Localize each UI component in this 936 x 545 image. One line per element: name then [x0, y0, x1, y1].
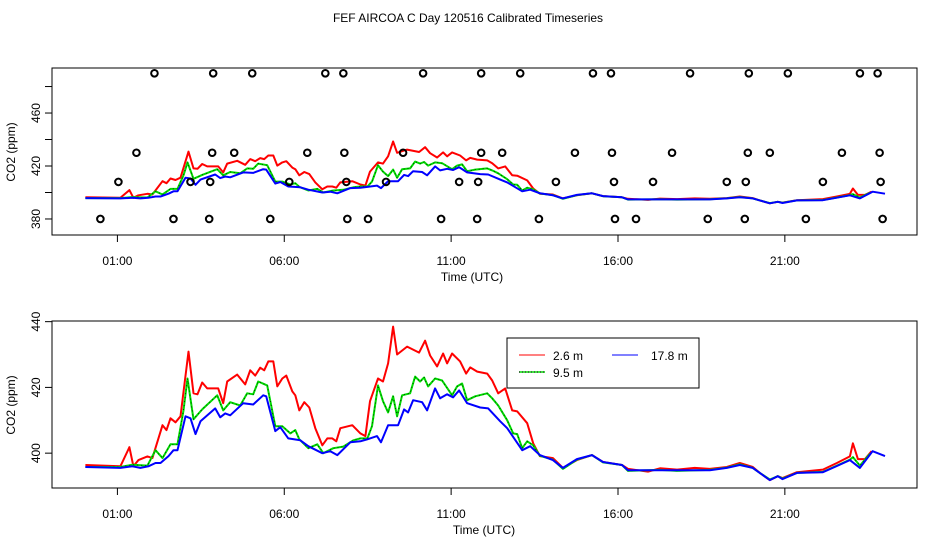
legend-label-17-8m: 17.8 m: [651, 349, 688, 363]
top-y-axis-label: CO2 (ppm): [4, 122, 18, 181]
bottom-panel: Time (UTC) CO2 (ppm) 01:00 06:00 11:00 16:0…: [4, 311, 918, 537]
flag-marker: [205, 177, 215, 187]
chart-title: FEF AIRCOA C Day 120516 Calibrated Times…: [333, 11, 603, 25]
flag-marker: [207, 148, 217, 158]
x-tick-label: 11:00: [437, 507, 466, 521]
flag-marker: [551, 177, 561, 187]
x-tick-label: 16:00: [603, 507, 633, 521]
flag-marker: [741, 177, 751, 187]
flag-marker: [454, 177, 464, 187]
series-line-2-6-m: [85, 325, 873, 482]
flag-marker: [204, 214, 214, 224]
flag-marker: [588, 68, 598, 78]
flag-marker: [247, 68, 257, 78]
flag-marker: [667, 148, 677, 158]
flag-marker: [150, 68, 159, 78]
top-panel: Time (UTC) CO2 (ppm) 01:00 06:00 11:00 16:0…: [4, 67, 918, 284]
flag-marker: [703, 214, 713, 224]
flag-marker: [743, 148, 753, 158]
y-tick-label: 380: [29, 209, 43, 229]
y-tick-label: 400: [29, 443, 43, 463]
flag-marker: [476, 68, 486, 78]
flag-marker: [284, 177, 294, 187]
flag-marker: [302, 148, 312, 158]
flag-marker: [186, 177, 195, 187]
x-tick-label: 21:00: [770, 507, 800, 521]
flag-marker: [497, 148, 507, 158]
flag-marker: [570, 148, 580, 158]
x-tick-label: 21:00: [770, 254, 800, 268]
flag-marker: [609, 177, 619, 187]
flag-marker: [472, 214, 482, 224]
series-line-9-5-m: [85, 160, 871, 205]
flag-marker: [96, 214, 105, 224]
flag-marker: [132, 148, 141, 158]
flag-marker: [363, 214, 373, 224]
flag-marker: [648, 177, 658, 187]
bottom-x-axis-label: Time (UTC): [453, 523, 515, 537]
y-tick-label: 440: [29, 311, 43, 331]
flag-marker: [783, 68, 793, 78]
series-line-dots-9-5m: [85, 375, 871, 480]
legend: 2.6 m 9.5 m 17.8 m: [506, 337, 700, 389]
series-line-dots-9-5m: [85, 161, 871, 204]
y-tick-label: 460: [29, 103, 43, 123]
y-tick-label: 420: [29, 377, 43, 397]
flag-marker: [265, 214, 275, 224]
flag-marker: [534, 214, 544, 224]
flag-marker: [321, 68, 330, 78]
flag-marker: [878, 214, 887, 224]
flag-marker: [818, 177, 828, 187]
flag-marker: [722, 177, 732, 187]
flag-marker: [685, 68, 695, 78]
flag-marker: [340, 148, 349, 158]
flag-marker: [342, 177, 351, 187]
flag-marker: [606, 68, 616, 78]
series-group: [85, 325, 886, 482]
x-tick-label: 11:00: [437, 254, 466, 268]
flag-marker: [744, 68, 754, 78]
flag-marker: [476, 148, 486, 158]
flag-marker: [473, 177, 483, 187]
y-tick-label: 420: [29, 156, 43, 176]
flag-marker: [610, 214, 620, 224]
x-tick-label: 06:00: [269, 254, 299, 268]
x-tick-label: 01:00: [102, 507, 132, 521]
flag-marker: [418, 68, 428, 78]
flag-marker: [855, 68, 865, 78]
plot-frame: [51, 67, 918, 236]
x-tick-label: 01:00: [102, 254, 132, 268]
legend-label-2-6m: 2.6 m: [553, 349, 583, 363]
series-line-9-5-m: [85, 375, 871, 481]
flag-marker: [436, 214, 446, 224]
flag-marker: [515, 68, 525, 78]
flag-marker: [343, 214, 352, 224]
flag-marker: [398, 148, 408, 158]
flag-marker: [837, 148, 847, 158]
x-tick-label: 06:00: [269, 507, 299, 521]
flag-marker: [875, 148, 884, 158]
series-line-17-8-m: [85, 387, 886, 482]
flag-marker: [873, 68, 882, 78]
top-x-axis-label: Time (UTC): [441, 270, 503, 284]
flag-marker: [381, 177, 391, 187]
flag-marker: [607, 148, 617, 158]
plot-frame: [51, 320, 918, 489]
flag-marker: [765, 148, 775, 158]
flag-marker: [801, 214, 811, 224]
flag-marker: [339, 68, 348, 78]
flag-marker: [876, 177, 885, 187]
flag-marker: [631, 214, 641, 224]
series-line-17-8-m: [85, 165, 886, 205]
flag-marker: [169, 214, 178, 224]
flag-marker: [208, 68, 218, 78]
bottom-y-axis-label: CO2 (ppm): [4, 375, 18, 434]
legend-label-9-5m: 9.5 m: [553, 366, 583, 380]
flag-marker: [740, 214, 750, 224]
flag-marker: [114, 177, 123, 187]
x-tick-label: 16:00: [603, 254, 633, 268]
flag-marker: [229, 148, 239, 158]
series-group: [85, 140, 886, 205]
